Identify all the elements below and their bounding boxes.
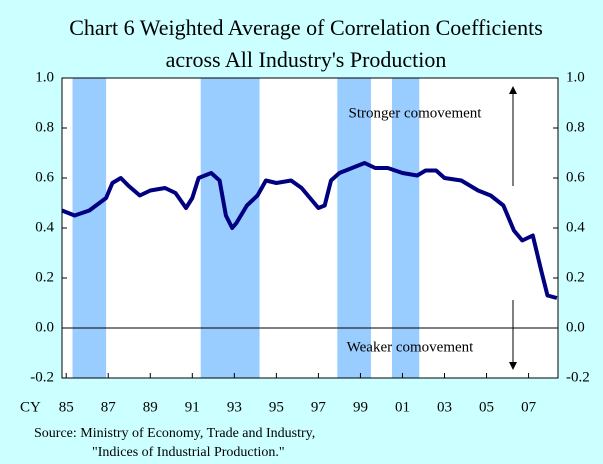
x-axis-label: CY [20, 399, 41, 415]
x-tick-label: 85 [59, 399, 74, 415]
shaded-period [391, 78, 420, 378]
line [61, 161, 558, 300]
source: "Indices of Industrial Production." [92, 445, 285, 460]
y-tick-label: 0.8 [35, 119, 54, 135]
x-tick-label: 05 [479, 399, 494, 415]
shaded-period [72, 78, 107, 378]
y2-tick-label: 1.0 [566, 69, 585, 85]
y2-tick-label: 0.2 [566, 269, 585, 285]
annotation: Stronger comovement [349, 105, 483, 121]
annotation: Weaker comovement [347, 339, 474, 355]
x-tick-label: 95 [269, 399, 284, 415]
x-tick-label: 01 [395, 399, 410, 415]
y2-tick-label: 0.6 [566, 169, 585, 185]
y2-tick-label: 0.4 [566, 219, 585, 235]
x-tick-label: 93 [227, 399, 242, 415]
x-tick-label: 03 [437, 399, 452, 415]
x-tick-label: 97 [311, 399, 327, 415]
plot-area [62, 78, 558, 378]
x-tick-label: 07 [521, 399, 537, 415]
x-tick-label: 91 [185, 399, 200, 415]
y2-tick-label: 0.0 [566, 319, 585, 335]
y-tick-label: 0.0 [35, 319, 54, 335]
y-tick-label: -0.2 [30, 369, 54, 385]
source: Source: Ministry of Economy, Trade and I… [34, 426, 315, 441]
x-tick-label: 87 [101, 399, 117, 415]
x-tick-label: 99 [353, 399, 368, 415]
y-tick-label: 0.4 [35, 219, 54, 235]
y-tick-label: 0.6 [35, 169, 54, 185]
chart-title: Chart 6 Weighted Average of Correlation … [69, 15, 543, 40]
y-tick-label: 0.2 [35, 269, 54, 285]
y-tick-label: 1.0 [35, 69, 54, 85]
x-tick-label: 89 [143, 399, 158, 415]
y2-tick-label: 0.8 [566, 119, 585, 135]
chart-title: across All Industry's Production [166, 47, 447, 72]
y2-tick-label: -0.2 [566, 369, 590, 385]
shaded-period [337, 78, 371, 378]
